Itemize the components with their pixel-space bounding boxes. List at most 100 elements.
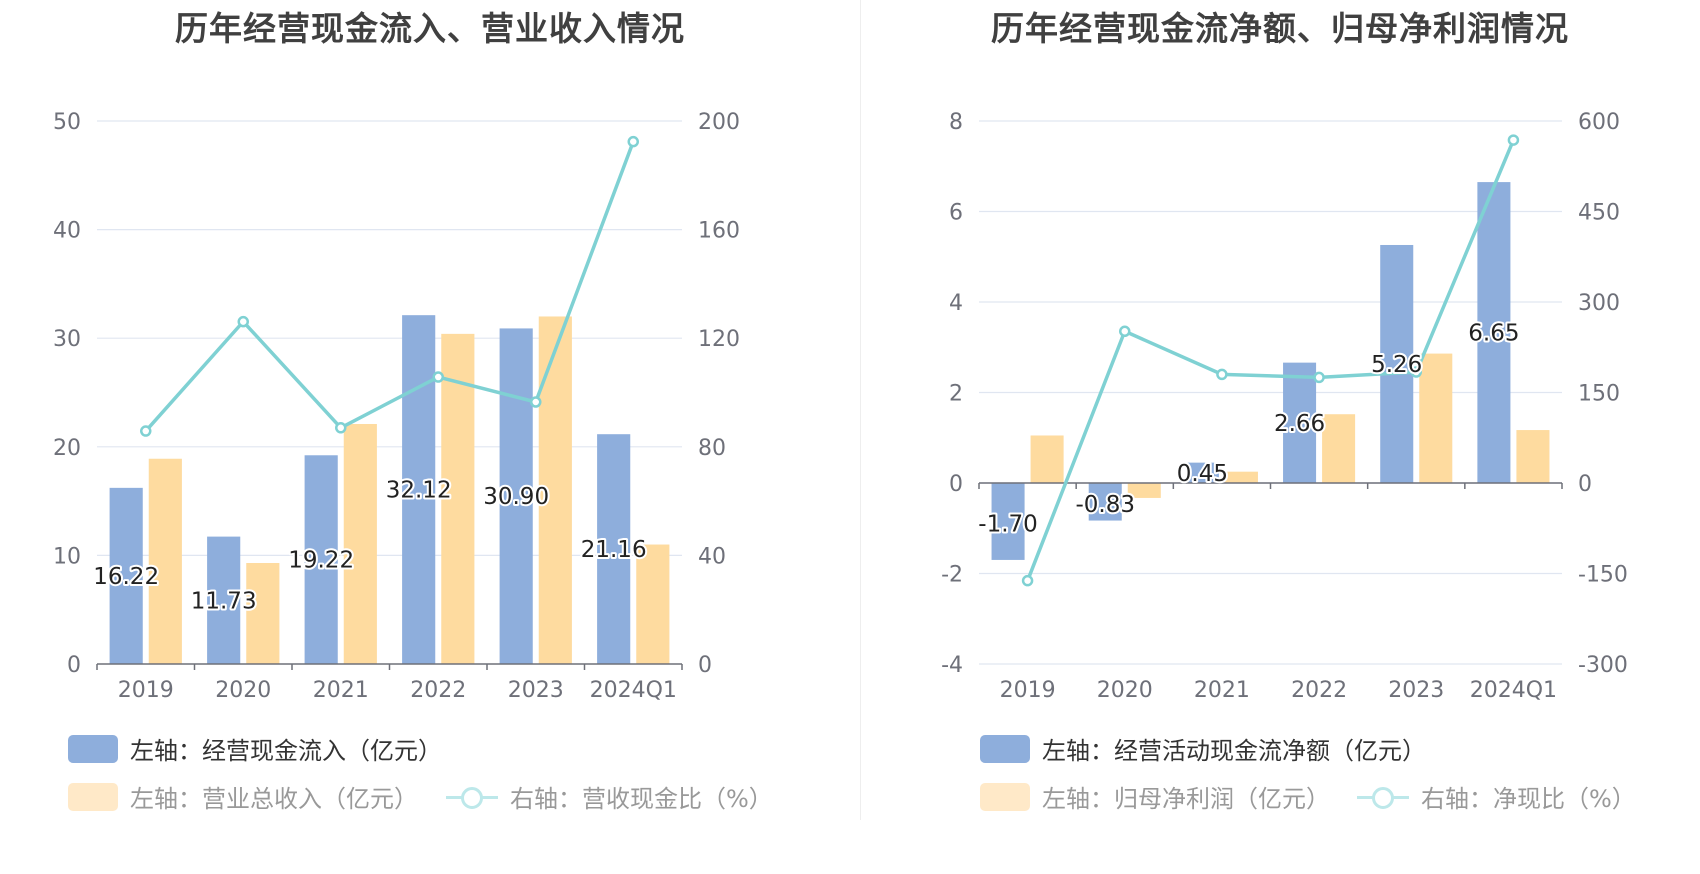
category-label: 2021 [313, 678, 369, 703]
legend-swatch [68, 734, 118, 763]
bar [1224, 471, 1258, 483]
legend-line-marker [446, 783, 498, 811]
ratio-line [144, 141, 635, 433]
left-tick-label: 10 [53, 544, 81, 569]
ratio-point [432, 371, 444, 383]
category-label: 2023 [1388, 678, 1444, 703]
bar [1283, 362, 1317, 483]
bar-data-label: 6.65 [1468, 321, 1519, 347]
bar [441, 333, 475, 664]
ratio-point [1216, 368, 1228, 381]
right-tick-label: 450 [1578, 201, 1620, 226]
legend-line-marker [1357, 783, 1409, 811]
ratio-point [1313, 371, 1325, 384]
bar [1127, 483, 1161, 498]
bar-data-label: 5.26 [1371, 352, 1422, 378]
right-tick-label: 200 [698, 110, 740, 135]
right-tick-label: -150 [1578, 563, 1628, 588]
right-tick-label: 40 [698, 544, 726, 569]
bar [207, 536, 241, 664]
ratio-point [335, 422, 347, 434]
legend-item[interactable]: 右轴：营收现金比（%） [446, 779, 773, 814]
category-label: 2019 [1000, 678, 1056, 703]
ratio-point [1119, 325, 1131, 338]
legend-label: 左轴：经营活动现金流净额（亿元） [1042, 737, 1426, 765]
bar-data-label: 21.16 [581, 537, 647, 563]
category-label: 2021 [1194, 678, 1250, 703]
legend-item[interactable]: 左轴：经营活动现金流净额（亿元） [980, 731, 1426, 766]
bar [1322, 414, 1356, 483]
ratio-line [1025, 139, 1516, 582]
right-tick-label: 80 [698, 436, 726, 461]
bar [304, 455, 338, 664]
bar [1477, 182, 1511, 483]
category-label: 2019 [118, 678, 174, 703]
left-tick-label: 8 [949, 110, 963, 135]
legend-item[interactable]: 左轴：营业总收入（亿元） [68, 779, 418, 814]
ratio-point [237, 315, 249, 328]
right-tick-label: 160 [698, 219, 740, 244]
panel-divider [860, 0, 861, 820]
right-tick-label: 0 [698, 653, 712, 678]
legend-swatch [980, 782, 1030, 811]
left-tick-label: 40 [53, 219, 81, 244]
legend-item[interactable]: 右轴：净现比（%） [1357, 779, 1636, 814]
chart-panel-cash-inflow: 历年经营现金流入、营业收入情况 0 10 20 30 40 50 0 40 80 120 160 20… [53, 9, 773, 814]
legend-label: 右轴：营收现金比（%） [510, 785, 773, 813]
left-tick-label: -4 [941, 653, 963, 678]
left-tick-label: 0 [949, 472, 963, 497]
bar-data-label: -0.83 [1075, 492, 1135, 518]
bar-data-label: 19.22 [288, 548, 354, 574]
bar-data-label: 16.22 [93, 564, 159, 590]
bar [1516, 430, 1550, 483]
bar [402, 315, 436, 664]
right-tick-label: 0 [1578, 472, 1592, 497]
chart-title: 历年经营现金流入、营业收入情况 [175, 9, 685, 48]
left-tick-label: 0 [67, 653, 81, 678]
bar [1185, 462, 1219, 483]
category-label: 2024Q1 [590, 678, 677, 703]
legend-label: 左轴：经营现金流入（亿元） [130, 737, 442, 765]
bar-data-label: 2.66 [1274, 411, 1325, 437]
bar [109, 487, 143, 664]
chart-svg-net-cash-flow: -4 -2 0 2 4 6 8 -300 -150 0 150 300 450 600 2019 2020 20… [941, 110, 1628, 703]
ratio-point [627, 135, 639, 148]
legend-label: 左轴：营业总收入（亿元） [130, 785, 418, 813]
category-label: 2020 [215, 678, 271, 703]
bar [1419, 353, 1453, 483]
legend-item[interactable]: 左轴：归母净利润（亿元） [980, 779, 1330, 814]
bar [148, 458, 182, 664]
right-tick-label: 120 [698, 327, 740, 352]
left-tick-label: 50 [53, 110, 81, 135]
chart-panel-net-cash-flow: 历年经营现金流净额、归母净利润情况 -4 -2 0 2 4 6 8 -300 -150 0 150 3… [860, 0, 1700, 874]
right-tick-label: 300 [1578, 291, 1620, 316]
chart-svg-cash-inflow: 0 10 20 30 40 50 0 40 80 120 160 200 2019 2020 2021 202… [53, 110, 740, 703]
bar-data-label: 0.45 [1177, 461, 1228, 487]
left-tick-label: 30 [53, 327, 81, 352]
left-tick-label: 20 [53, 436, 81, 461]
bar [343, 423, 377, 664]
right-tick-label: 600 [1578, 110, 1620, 135]
chart-title: 历年经营现金流净额、归母净利润情况 [991, 9, 1569, 48]
category-label: 2022 [1291, 678, 1347, 703]
category-label: 2023 [508, 678, 564, 703]
bar [1030, 435, 1064, 483]
bar [597, 434, 631, 664]
bar-data-label: -1.70 [978, 511, 1038, 537]
bar-data-label: 11.73 [191, 588, 257, 614]
right-tick-label: -300 [1578, 653, 1628, 678]
legend-label: 右轴：净现比（%） [1421, 785, 1636, 813]
left-tick-label: 2 [949, 382, 963, 407]
ratio-point [1021, 574, 1034, 587]
bar [991, 483, 1025, 560]
category-label: 2024Q1 [1470, 678, 1557, 703]
bar-data-label: 32.12 [386, 478, 452, 504]
left-tick-label: -2 [941, 563, 963, 588]
category-label: 2022 [410, 678, 466, 703]
bar [499, 328, 533, 664]
left-tick-label: 6 [949, 201, 963, 226]
legend-item[interactable]: 左轴：经营现金流入（亿元） [68, 731, 442, 766]
legend-swatch [980, 734, 1030, 763]
ratio-point [1507, 134, 1520, 146]
